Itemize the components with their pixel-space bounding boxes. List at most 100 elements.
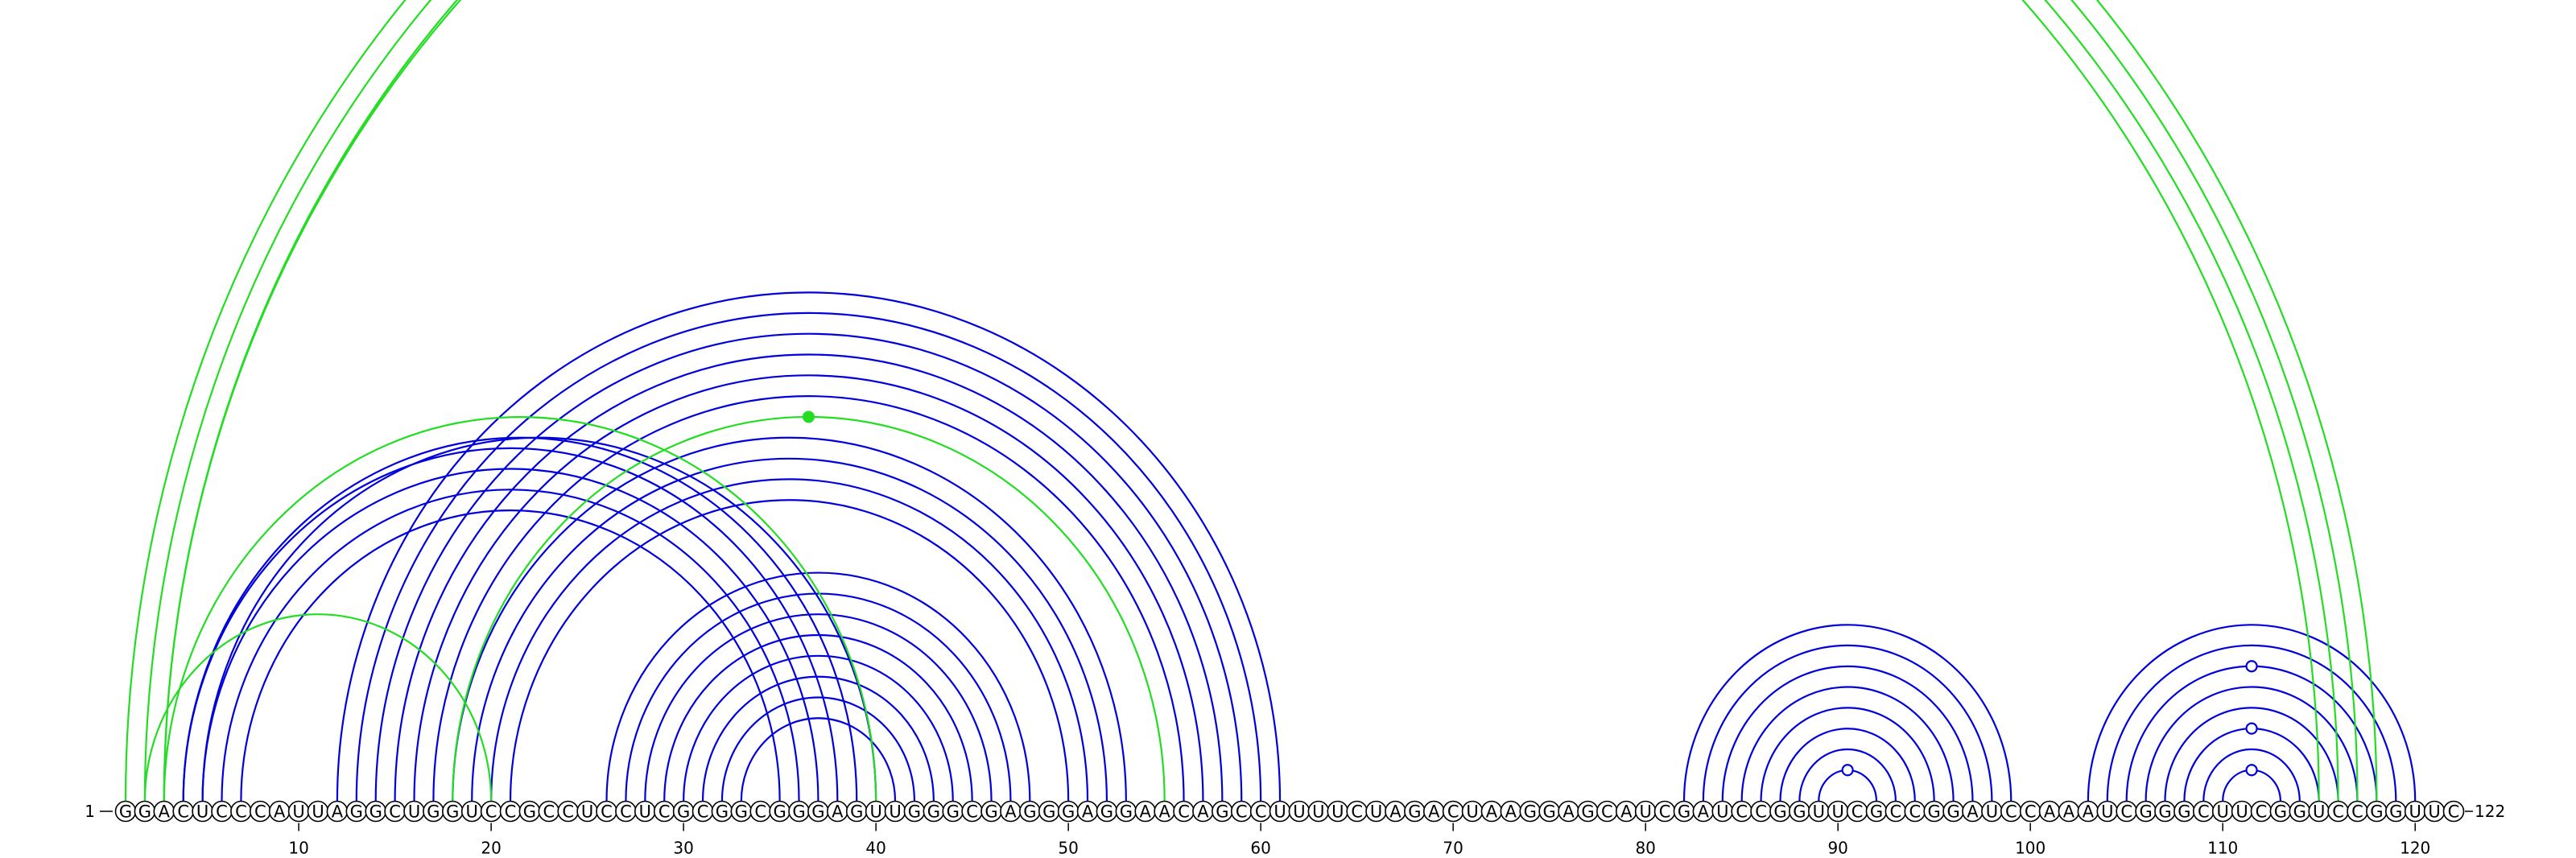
base: A bbox=[1154, 800, 1175, 823]
open-circle-marker bbox=[2245, 722, 2258, 735]
base: U bbox=[1327, 800, 1349, 823]
base: G bbox=[1519, 800, 1542, 823]
tick-label: 50 bbox=[1058, 839, 1078, 858]
base-letter: C bbox=[658, 802, 671, 822]
base: G bbox=[2289, 800, 2311, 823]
base: C bbox=[2000, 800, 2022, 823]
base-letter: C bbox=[1178, 802, 1190, 822]
base-letter: G bbox=[2389, 802, 2402, 822]
base-letter: A bbox=[1197, 802, 1209, 822]
base-letter: G bbox=[1928, 802, 1941, 822]
base: A bbox=[2077, 800, 2099, 823]
blue-base-pair-arc bbox=[336, 291, 1282, 802]
blue-base-pair-arc bbox=[355, 311, 1262, 802]
base-letter: G bbox=[1408, 802, 1421, 822]
base: U bbox=[1711, 800, 1734, 823]
base-letter: C bbox=[1236, 802, 1248, 822]
base: C bbox=[2347, 800, 2368, 823]
base-letter: A bbox=[1005, 802, 1017, 822]
base-letter: A bbox=[832, 802, 844, 822]
base-letter: U bbox=[2101, 802, 2113, 822]
base: U bbox=[1461, 800, 1484, 823]
base-letter: G bbox=[677, 802, 690, 822]
base: U bbox=[865, 800, 887, 823]
base: C bbox=[2019, 800, 2041, 823]
base: G bbox=[1019, 800, 1041, 823]
blue-base-pair-arc bbox=[683, 654, 954, 802]
base: A bbox=[1134, 800, 1157, 823]
base-letter: C bbox=[1659, 802, 1671, 822]
base-letter: U bbox=[2313, 802, 2325, 822]
base: C bbox=[2250, 800, 2273, 823]
base: C bbox=[749, 800, 772, 823]
base-letter: G bbox=[446, 802, 459, 822]
base-letter: C bbox=[2120, 802, 2132, 822]
base: G bbox=[1038, 800, 1060, 823]
blue-base-pair-arc bbox=[1721, 665, 1974, 802]
base-letter: C bbox=[1351, 802, 1363, 822]
tick-label: 10 bbox=[288, 839, 308, 858]
blue-base-pair-arc bbox=[1798, 748, 1897, 802]
base-letter: C bbox=[389, 802, 401, 822]
base-letter: A bbox=[2083, 802, 2095, 822]
arc-markers bbox=[802, 410, 2258, 777]
base-letter: C bbox=[235, 802, 247, 822]
green-base-pair-arc bbox=[163, 416, 877, 802]
tick-label: 80 bbox=[1635, 839, 1655, 858]
base-letter: G bbox=[947, 802, 960, 822]
base-letter: G bbox=[427, 802, 440, 822]
base: G bbox=[1096, 800, 1118, 823]
base: C bbox=[557, 800, 580, 823]
base: G bbox=[1212, 800, 1233, 823]
blue-base-pair-arc bbox=[509, 499, 1070, 802]
base: C bbox=[1904, 800, 1926, 823]
tick-label: 40 bbox=[865, 839, 886, 858]
position-ticks: 10 20 30 40 50 60 70 80 90 100 110 120 bbox=[288, 823, 2430, 858]
base: C bbox=[1346, 800, 1368, 823]
base: G bbox=[1769, 800, 1791, 823]
base-letter: U bbox=[2235, 802, 2248, 822]
base: C bbox=[2442, 800, 2465, 823]
base: G bbox=[2154, 800, 2176, 823]
base-letter: G bbox=[792, 802, 805, 822]
base: G bbox=[711, 800, 733, 823]
base: C bbox=[1846, 800, 1868, 823]
base-letter: G bbox=[1100, 802, 1113, 822]
base-letter: U bbox=[581, 802, 593, 822]
filled-circle-marker bbox=[802, 410, 815, 423]
base-letter: U bbox=[2428, 802, 2440, 822]
base-letter: A bbox=[332, 802, 344, 822]
green-base-pair-arc bbox=[143, 613, 493, 802]
base: U bbox=[403, 800, 425, 823]
base-letter: G bbox=[1793, 802, 1806, 822]
base-circle bbox=[2442, 800, 2465, 823]
base: C bbox=[653, 800, 675, 823]
base: A bbox=[1076, 800, 1099, 823]
blue-base-pair-arc bbox=[2087, 623, 2417, 802]
green-base-pair-arc bbox=[145, 0, 2358, 801]
blue-base-pair-arc bbox=[2145, 686, 2359, 802]
base-letter: C bbox=[601, 802, 613, 822]
base-letter: U bbox=[639, 802, 651, 822]
base: C bbox=[211, 800, 233, 823]
open-circle-marker bbox=[2245, 764, 2258, 777]
base: C bbox=[1596, 800, 1618, 823]
base: C bbox=[615, 800, 637, 823]
base-letter: U bbox=[196, 802, 208, 822]
base-letter: G bbox=[138, 802, 151, 822]
base: C bbox=[384, 800, 406, 823]
base: C bbox=[538, 800, 560, 823]
base-letter: C bbox=[543, 802, 555, 822]
base: G bbox=[1673, 800, 1695, 823]
base-letter: U bbox=[1831, 802, 1843, 822]
blue-base-pair-arc bbox=[720, 697, 916, 802]
base-letter: C bbox=[1255, 802, 1267, 822]
base-letter: U bbox=[292, 802, 304, 822]
base: U bbox=[1634, 800, 1657, 823]
base-letter: U bbox=[1370, 802, 1382, 822]
base: A bbox=[1500, 800, 1522, 823]
base: G bbox=[1538, 800, 1560, 823]
base: G bbox=[442, 800, 464, 823]
base-letter: G bbox=[1946, 802, 1959, 822]
